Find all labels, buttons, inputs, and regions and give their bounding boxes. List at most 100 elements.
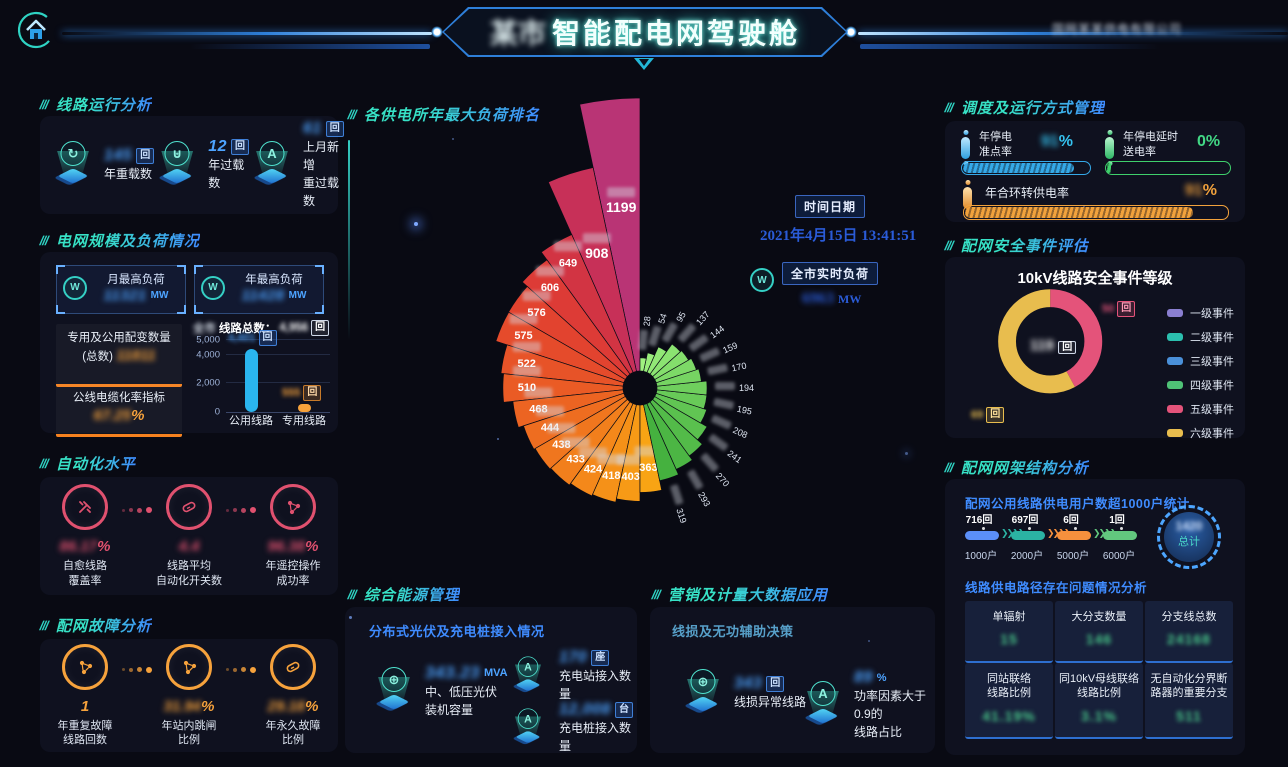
legend-item[interactable]: 二级事件 (1167, 329, 1234, 345)
share-node-icon (62, 643, 108, 690)
rose-slice[interactable] (495, 311, 626, 384)
x-label: 公用线路 (229, 415, 273, 427)
total-label: 总计 (1178, 536, 1200, 548)
flow-segment[interactable] (1011, 527, 1045, 540)
flow-segment[interactable] (1057, 527, 1091, 540)
flow-bottom-label: 2000户 (1010, 551, 1044, 562)
gauge-capsule-icon (961, 137, 970, 159)
cell-same-bus-ratio: 同10kV母线联络 线路比例 3.1% (1055, 663, 1143, 739)
realtime-load-value: 6963 MW (802, 290, 862, 307)
rose-slice[interactable] (649, 398, 703, 457)
share-node-icon (166, 643, 212, 690)
svg-text:1199: 1199 (606, 199, 637, 215)
header-beam-left (62, 32, 432, 35)
fault-card: 1 年重复故障 线路回数 31.94% 年站内跳闸 比例 29.18% 年永久故… (40, 639, 338, 752)
svg-text:908: 908 (585, 245, 609, 261)
rose-slice[interactable] (523, 392, 626, 450)
legend-item[interactable]: 五级事件 (1167, 401, 1234, 417)
title-banner: 某市 智能配电网驾驶舱 (442, 7, 848, 57)
donut-legend: 一级事件 二级事件 三级事件 四级事件 五级事件 六级事件 (1167, 305, 1234, 449)
donut-center-label: 119 回 (1013, 337, 1093, 354)
rose-slice[interactable] (654, 392, 708, 424)
svg-text:159: 159 (721, 340, 739, 355)
rose-slice[interactable] (646, 346, 667, 375)
flow-segment[interactable] (965, 527, 999, 540)
dispatch-progress-delay[interactable] (1105, 161, 1231, 175)
svg-text:403: 403 (622, 471, 640, 483)
svg-text:293: 293 (696, 490, 712, 508)
home-button[interactable] (16, 10, 56, 50)
rose-slice[interactable] (615, 404, 641, 502)
bar-title-masked-prefix: 全市 (192, 323, 216, 335)
legend-item[interactable]: 一级事件 (1167, 305, 1234, 321)
globe-icon: ⊕ (680, 669, 726, 717)
stat-label: 年过载数 (208, 158, 245, 190)
rose-slice[interactable] (655, 368, 702, 387)
stat-station-trip-ratio: 31.94% 年站内跳闸 比例 (152, 643, 226, 748)
y-tick: 4,000 (196, 349, 220, 361)
rose-slice[interactable] (521, 259, 631, 378)
structure-subtitle2: 线路供电路径存在问题情况分析 (965, 581, 1148, 595)
legend-item[interactable]: 四级事件 (1167, 377, 1234, 393)
rose-slice[interactable] (652, 396, 708, 441)
bar-plot-area: 4,401 回 555 回 公用线路 专用线路 (226, 329, 330, 427)
rose-chart[interactable]: 1199908649606576575522510468444438433424… (345, 80, 965, 580)
legend-item[interactable]: 三级事件 (1167, 353, 1234, 369)
rose-slice[interactable] (649, 343, 681, 378)
cable-rate-box: 公线电缆化率指标 67.25% (56, 384, 182, 437)
dots-separator (122, 666, 152, 673)
battery-icon (270, 643, 316, 690)
rose-slice[interactable] (508, 285, 628, 380)
gauge-capsule-icon (963, 187, 972, 209)
bar-dedicated-lines[interactable] (298, 404, 311, 412)
donut-slice-label-l6: 69 回 (971, 407, 1005, 423)
section-icon: /// (38, 97, 50, 112)
rose-slice[interactable] (534, 396, 628, 470)
svg-text:54: 54 (656, 312, 669, 325)
title-masked-prefix: 某市 (489, 18, 546, 49)
rose-slice[interactable] (512, 389, 625, 428)
rose-slice[interactable] (540, 234, 634, 375)
rose-slice[interactable] (652, 350, 689, 380)
ampere-icon: A (509, 656, 547, 695)
legend-item[interactable]: 六级事件 (1167, 425, 1234, 441)
switch-icon (166, 484, 212, 531)
donut-title: 10kV线路安全事件等级 (1017, 270, 1173, 287)
dispatch-progress-on-time[interactable] (961, 161, 1091, 175)
line-total-bar-chart[interactable]: 全市 线路总数： 4,956 回 5,000 4,000 2,000 0 4,4… (190, 320, 332, 428)
rose-slice[interactable] (550, 398, 631, 486)
stat-year-overload: ⊎ 12 回 年过载数 (154, 138, 249, 192)
stat-remote-op-success: 96.38% 年遥控操作 成功率 (256, 484, 330, 588)
safety-card: 10kV线路安全事件等级 119 回 50 回 69 回 一级事件 二级事件 三… (945, 257, 1245, 440)
safety-donut-chart[interactable] (978, 271, 1128, 421)
stat-pv-capacity: ⊕ 343.23 MVA 中、低压光伏 装机容量 (371, 663, 508, 719)
dispatch-label: 年停电 准点率 (979, 131, 1012, 158)
dispatch-card: 年停电 准点率 91% 年停电延时 送电率 0% 年合环转供电率 91% (945, 121, 1245, 222)
rose-slice[interactable] (639, 357, 647, 372)
donut-slice-label-l5: 50 回 (1102, 301, 1136, 317)
rose-slice[interactable] (547, 167, 637, 373)
x-label: 专用线路 (282, 415, 326, 427)
flow-segment[interactable] (1103, 527, 1137, 540)
dots-separator (226, 666, 256, 673)
rose-slice[interactable] (646, 401, 693, 470)
rose-slice[interactable] (654, 357, 697, 384)
rose-slice[interactable] (643, 403, 679, 482)
stat-self-healing-coverage: 86.17% 自愈线路 覆盖率 (48, 484, 122, 588)
bar-public-lines[interactable] (245, 348, 258, 412)
rose-slice[interactable] (643, 352, 656, 373)
automation-card: 86.17% 自愈线路 覆盖率 4.4 线路平均 自动化开关数 96.38% 年… (40, 477, 338, 595)
svg-text:575: 575 (514, 330, 532, 342)
rose-slice[interactable] (655, 389, 708, 410)
dispatch-progress-loop-transfer[interactable] (963, 205, 1229, 220)
gauge-capsule-icon (1105, 137, 1114, 159)
section-title-safety: /// 配网安全事件评估 (943, 235, 1089, 256)
flow-top-label: 1回 (1109, 515, 1125, 526)
stat-value: 12 (208, 138, 227, 155)
ampere-icon: A (800, 681, 846, 729)
rose-slice[interactable] (656, 380, 708, 396)
transformer-total-box: 专用及公用配变数量 (总数) 11811 (56, 324, 182, 387)
svg-text:195: 195 (736, 404, 753, 417)
section-title-automation: /// 自动化水平 (38, 453, 136, 474)
rose-slice[interactable] (592, 403, 637, 503)
